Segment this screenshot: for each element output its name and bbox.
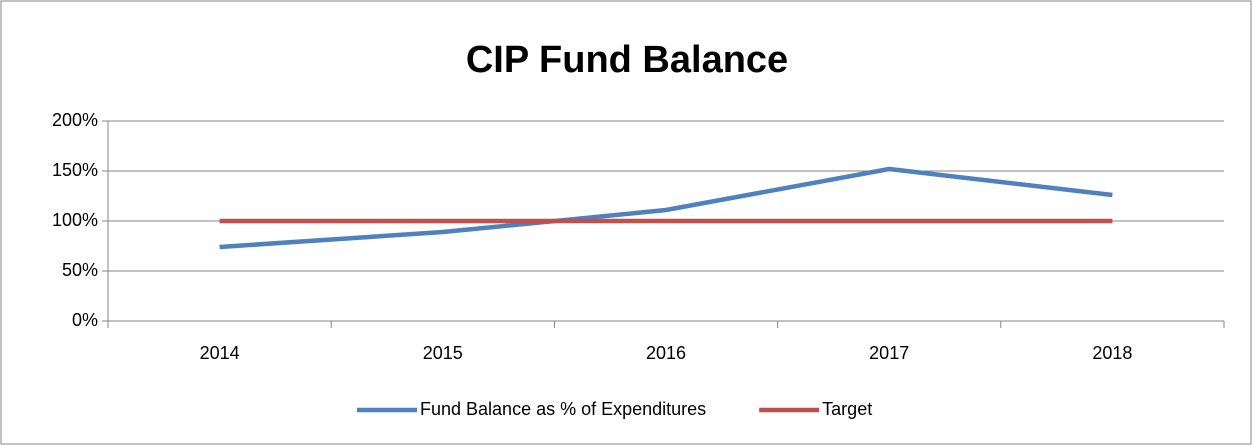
y-tick-label: 150% bbox=[52, 160, 98, 180]
y-tick-label: 100% bbox=[52, 210, 98, 230]
legend-label: Target bbox=[822, 399, 872, 419]
series-line bbox=[219, 166, 1113, 250]
y-tick-label: 0% bbox=[72, 310, 98, 330]
x-tick-label: 2015 bbox=[423, 343, 463, 363]
y-tick-label: 200% bbox=[52, 110, 98, 130]
chart-title: CIP Fund Balance bbox=[466, 39, 788, 81]
legend-label: Fund Balance as % of Expenditures bbox=[420, 399, 706, 419]
x-tick-label: 2016 bbox=[646, 343, 686, 363]
x-tick-label: 2018 bbox=[1092, 343, 1132, 363]
x-tick-label: 2014 bbox=[200, 343, 240, 363]
y-tick-label: 50% bbox=[62, 260, 98, 280]
x-tick-label: 2017 bbox=[869, 343, 909, 363]
